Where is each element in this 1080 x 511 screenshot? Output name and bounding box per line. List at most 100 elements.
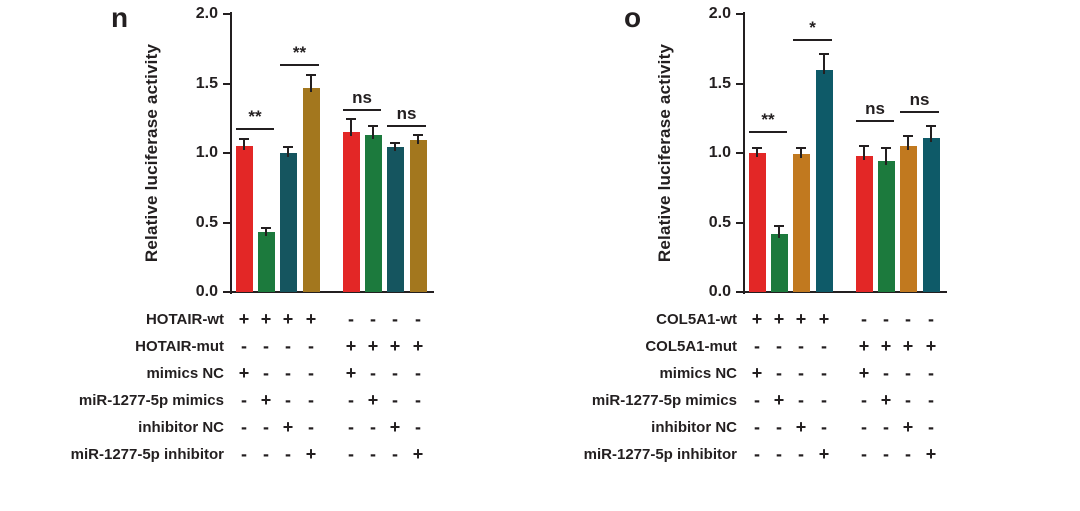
condition-sign: + (345, 363, 357, 383)
condition-label: inhibitor NC (138, 419, 224, 436)
significance-label: ns (396, 104, 417, 124)
significance-line (856, 119, 894, 122)
significance-line (387, 125, 426, 128)
error-bar-cap (283, 146, 293, 149)
condition-sign: + (902, 336, 914, 356)
y-tick (736, 221, 745, 224)
error-bar-cap (774, 225, 784, 228)
condition-grid: COL5A1-wt + + + + - - - - COL5A1-mut - - - - + + + + mimic… (584, 0, 1068, 511)
significance-line (280, 64, 319, 67)
condition-sign: - (905, 390, 911, 410)
error-bar-cap (346, 118, 356, 121)
condition-sign: - (370, 309, 376, 329)
bar (257, 232, 275, 292)
condition-sign: - (415, 390, 421, 410)
condition-sign: - (348, 444, 354, 464)
condition-sign: + (858, 336, 870, 356)
significance-line (343, 108, 381, 111)
bar (855, 155, 873, 292)
y-tick (223, 221, 232, 224)
condition-label: miR-1277-5p mimics (591, 392, 737, 409)
condition-sign: - (754, 336, 760, 356)
error-bar-cap (796, 147, 806, 150)
condition-sign: - (861, 390, 867, 410)
bar (302, 87, 320, 292)
significance-line (236, 127, 274, 130)
y-tick (223, 13, 232, 15)
error-bar-cap (390, 141, 400, 144)
error-bar-line (863, 144, 865, 160)
condition-sign: + (773, 390, 785, 410)
error-bar-line (800, 147, 802, 159)
error-bar-cap (306, 73, 316, 76)
condition-sign: + (880, 336, 892, 356)
y-tick-label: 1.5 (708, 74, 731, 92)
condition-sign: + (751, 363, 763, 383)
condition-sign: - (883, 309, 889, 329)
condition-sign: - (861, 309, 867, 329)
significance-label: ns (865, 98, 885, 118)
condition-sign: - (308, 390, 314, 410)
condition-sign: - (861, 444, 867, 464)
bar (409, 140, 427, 292)
condition-sign: - (754, 417, 760, 437)
error-bar-line (243, 137, 245, 151)
condition-sign: - (308, 363, 314, 383)
condition-sign: - (308, 336, 314, 356)
condition-sign: - (905, 309, 911, 329)
condition-sign: + (925, 336, 937, 356)
error-bar-cap (261, 226, 271, 229)
error-bar-line (756, 147, 758, 157)
y-tick-label: 0.5 (195, 213, 218, 231)
condition-sign: + (412, 336, 424, 356)
error-bar-line (930, 125, 932, 142)
condition-label: HOTAIR-mut (135, 338, 224, 355)
error-bar-cap (903, 134, 913, 137)
bar (899, 146, 917, 292)
condition-sign: - (348, 417, 354, 437)
error-bar-cap (368, 125, 378, 128)
condition-sign: - (928, 417, 934, 437)
bar (364, 134, 382, 292)
condition-sign: - (798, 336, 804, 356)
condition-label: mimics NC (659, 365, 737, 382)
significance-label: ns (909, 90, 930, 110)
condition-sign: + (902, 417, 914, 437)
y-tick (223, 152, 232, 154)
panel-o: o Relative luciferase activity 0.0 0.5 1.0… (584, 0, 1068, 511)
condition-sign: - (263, 417, 269, 437)
error-bar-cap (859, 144, 869, 147)
x-axis (743, 291, 947, 293)
y-tick (736, 291, 745, 293)
y-tick-label: 0.0 (708, 283, 731, 300)
condition-sign: - (883, 363, 889, 383)
condition-sign: - (861, 417, 867, 437)
condition-sign: + (858, 363, 870, 383)
condition-sign: - (776, 417, 782, 437)
significance-label: ** (761, 109, 775, 129)
condition-sign: - (821, 336, 827, 356)
error-bar-line (287, 146, 289, 157)
condition-sign: - (392, 309, 398, 329)
condition-sign: - (415, 309, 421, 329)
condition-sign: - (241, 336, 247, 356)
y-tick-label: 1.0 (708, 144, 731, 161)
condition-sign: - (285, 444, 291, 464)
condition-sign: + (818, 444, 830, 464)
condition-sign: - (348, 390, 354, 410)
condition-sign: + (795, 417, 807, 437)
bar (386, 147, 404, 292)
condition-sign: + (773, 309, 785, 329)
condition-sign: - (883, 444, 889, 464)
condition-sign: + (367, 336, 379, 356)
condition-sign: + (389, 336, 401, 356)
condition-label: miR-1277-5p inhibitor (70, 446, 224, 463)
error-bar-cap (239, 137, 249, 140)
significance-line (749, 130, 787, 133)
condition-sign: - (370, 363, 376, 383)
condition-sign: - (392, 444, 398, 464)
significance-label: * (809, 18, 816, 38)
y-tick-label: 2.0 (708, 5, 731, 22)
error-bar-line (907, 134, 909, 151)
